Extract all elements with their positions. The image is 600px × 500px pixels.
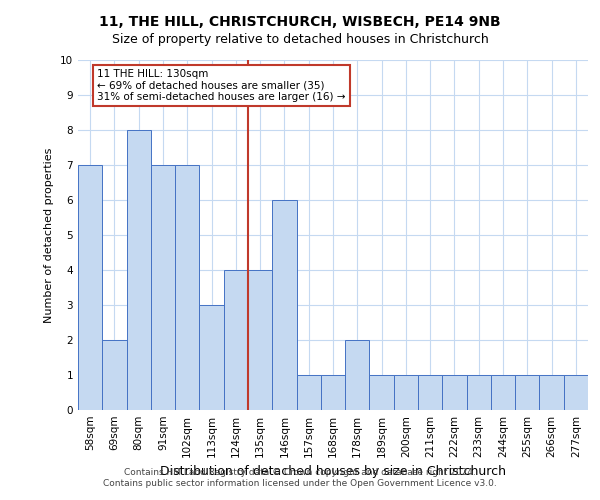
- Text: 11, THE HILL, CHRISTCHURCH, WISBECH, PE14 9NB: 11, THE HILL, CHRISTCHURCH, WISBECH, PE1…: [99, 15, 501, 29]
- Bar: [515, 375, 539, 410]
- Bar: [394, 375, 418, 410]
- Bar: [442, 375, 467, 410]
- Bar: [321, 375, 345, 410]
- Bar: [491, 375, 515, 410]
- Bar: [296, 375, 321, 410]
- Bar: [199, 305, 224, 410]
- Bar: [175, 165, 199, 410]
- Bar: [102, 340, 127, 410]
- Bar: [78, 165, 102, 410]
- Bar: [272, 200, 296, 410]
- Bar: [370, 375, 394, 410]
- Bar: [248, 270, 272, 410]
- Bar: [127, 130, 151, 410]
- Text: 11 THE HILL: 130sqm
← 69% of detached houses are smaller (35)
31% of semi-detach: 11 THE HILL: 130sqm ← 69% of detached ho…: [97, 69, 346, 102]
- Bar: [224, 270, 248, 410]
- Bar: [418, 375, 442, 410]
- Bar: [151, 165, 175, 410]
- Bar: [345, 340, 370, 410]
- X-axis label: Distribution of detached houses by size in Christchurch: Distribution of detached houses by size …: [160, 466, 506, 478]
- Text: Contains HM Land Registry data © Crown copyright and database right 2024.
Contai: Contains HM Land Registry data © Crown c…: [103, 468, 497, 487]
- Bar: [467, 375, 491, 410]
- Bar: [539, 375, 564, 410]
- Y-axis label: Number of detached properties: Number of detached properties: [44, 148, 55, 322]
- Bar: [564, 375, 588, 410]
- Text: Size of property relative to detached houses in Christchurch: Size of property relative to detached ho…: [112, 32, 488, 46]
